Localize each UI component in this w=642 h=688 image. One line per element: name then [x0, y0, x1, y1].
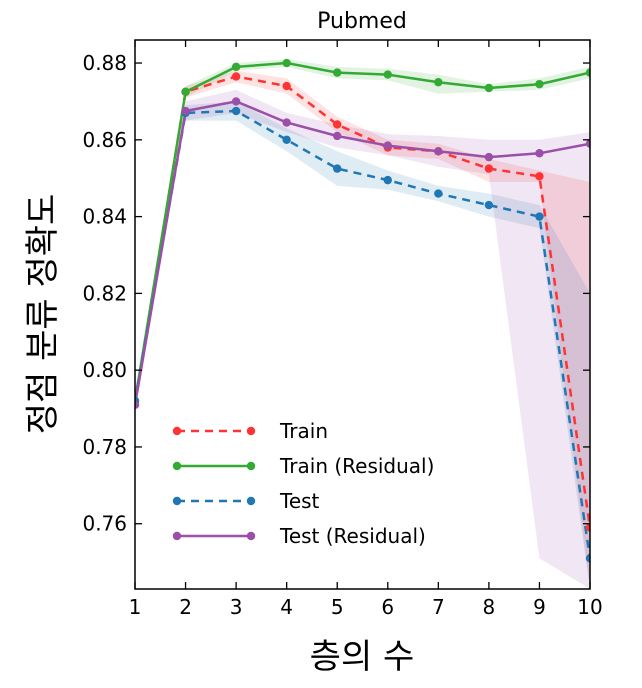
point-train-residual	[383, 70, 392, 79]
x-tick-label: 3	[230, 595, 243, 619]
legend: Train Train (Residual) Test Test (Residual)	[172, 419, 434, 548]
legend-marker	[172, 426, 182, 436]
point-train	[484, 164, 494, 173]
point-test-residual	[135, 400, 140, 409]
y-tick-label: 0.88	[82, 51, 127, 75]
legend-item-train-residual: Train (Residual)	[172, 454, 434, 478]
series-lines	[135, 61, 590, 559]
legend-marker	[246, 496, 256, 506]
legend-marker	[172, 461, 182, 471]
x-tick-label: 1	[129, 595, 142, 619]
x-tick-label: 2	[179, 595, 192, 619]
legend-marker	[246, 531, 256, 541]
legend-label: Test	[279, 489, 320, 513]
x-axis-ticks: 1 2 3 4 5 6 7 8 9 10	[129, 40, 603, 619]
y-tick-label: 0.76	[82, 512, 127, 536]
point-train-residual	[181, 87, 190, 97]
y-tick-label: 0.84	[82, 205, 127, 229]
x-tick-label: 10	[577, 595, 602, 619]
point-train	[282, 81, 291, 91]
point-train-residual	[585, 68, 590, 77]
point-test	[434, 189, 443, 198]
y-tick-label: 0.86	[82, 128, 127, 152]
point-test-residual	[333, 131, 342, 141]
point-test	[282, 135, 291, 145]
point-test-residual	[484, 152, 494, 162]
legend-item-test-residual: Test (Residual)	[172, 524, 426, 548]
legend-marker	[246, 426, 256, 436]
series-line-test-residual	[135, 100, 590, 405]
point-test	[231, 106, 241, 116]
x-tick-label: 4	[280, 595, 293, 619]
legend-label: Train	[279, 419, 328, 443]
x-axis-title: 층의 수	[310, 637, 415, 677]
y-axis-title: 정점 분류 정확도	[23, 194, 63, 435]
series-line-train	[135, 75, 590, 528]
legend-item-test: Test	[172, 489, 320, 513]
point-test-residual	[585, 139, 590, 148]
point-test-residual	[231, 97, 241, 106]
point-train	[333, 120, 342, 129]
series-markers	[135, 58, 590, 563]
point-test	[585, 554, 590, 563]
legend-label: Test (Residual)	[279, 524, 426, 548]
y-axis-ticks: 0.76 0.78 0.80 0.82 0.84 0.86 0.88	[82, 51, 590, 536]
point-train-residual	[282, 58, 291, 68]
point-train	[585, 523, 590, 532]
point-train	[231, 72, 241, 81]
point-test	[484, 200, 494, 210]
point-test	[535, 212, 544, 221]
x-tick-label: 6	[381, 595, 394, 619]
y-tick-label: 0.78	[82, 435, 127, 459]
point-test-residual	[434, 147, 443, 156]
point-train-residual	[484, 83, 494, 93]
confidence-bands	[135, 59, 590, 589]
point-test-residual	[181, 106, 190, 116]
legend-marker	[172, 531, 182, 541]
x-tick-label: 7	[432, 595, 445, 619]
point-train-residual	[333, 68, 342, 77]
point-test-residual	[535, 149, 544, 158]
point-test-residual	[383, 141, 392, 150]
plot-frame	[134, 39, 591, 590]
point-test-residual	[282, 118, 291, 127]
legend-marker	[246, 461, 256, 471]
legend-label: Train (Residual)	[279, 454, 434, 478]
x-tick-label: 9	[533, 595, 546, 619]
point-train	[535, 172, 544, 181]
point-test	[333, 164, 342, 173]
series-line-train-residual	[135, 61, 590, 402]
legend-item-train: Train	[172, 419, 328, 443]
point-train-residual	[231, 62, 241, 72]
x-tick-label: 5	[331, 595, 344, 619]
y-tick-label: 0.80	[82, 358, 127, 382]
chart-title: Pubmed	[317, 9, 407, 34]
point-test	[383, 175, 392, 185]
y-tick-label: 0.82	[82, 281, 127, 305]
point-train-residual	[434, 78, 443, 87]
legend-marker	[172, 496, 182, 506]
point-train-residual	[535, 79, 544, 89]
x-tick-label: 8	[483, 595, 496, 619]
